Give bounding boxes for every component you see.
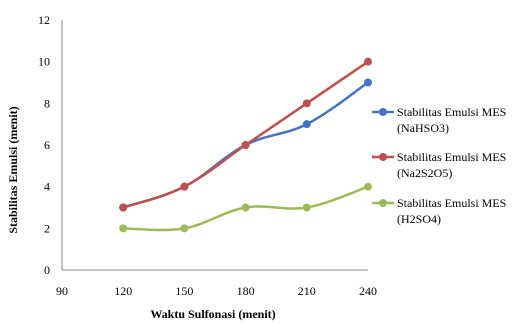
x-tick-label: 240 (359, 284, 377, 298)
data-point (180, 182, 189, 191)
chart-axes (61, 20, 368, 271)
y-tick-label: 2 (44, 221, 50, 235)
legend-label: Stabilitas Emulsi MES (397, 150, 506, 164)
chart-series (119, 57, 372, 233)
chart-legend: Stabilitas Emulsi MES(NaHSO3)Stabilitas … (372, 105, 506, 226)
data-point (364, 78, 372, 87)
data-point (241, 203, 250, 212)
y-tick-label: 4 (44, 180, 50, 194)
legend-marker (379, 153, 387, 161)
x-tick-label: 150 (175, 284, 193, 298)
data-point (302, 99, 311, 108)
legend-label: (H2SO4) (397, 212, 441, 226)
legend-entry: Stabilitas Emulsi MES (H2SO4) (372, 196, 506, 226)
x-tick-label: 120 (114, 284, 132, 298)
y-tick-label: 0 (44, 263, 50, 277)
legend-marker (379, 108, 387, 116)
y-tick-label: 10 (38, 55, 50, 69)
data-point (180, 224, 189, 233)
x-tick-labels: 90 120 150 180 210 240 (56, 284, 377, 298)
data-point (119, 224, 128, 233)
x-tick-label: 90 (56, 284, 68, 298)
legend-label: (Na2S2O5) (397, 166, 452, 180)
y-tick-label: 12 (38, 13, 50, 27)
series-line (122, 60, 369, 209)
legend-marker (379, 199, 387, 207)
x-tick-label: 210 (298, 284, 316, 298)
data-point (302, 120, 311, 129)
legend-entry: Stabilitas Emulsi MES (Na2S2O5) (372, 150, 506, 180)
x-tick-label: 180 (237, 284, 255, 298)
series-2 (119, 57, 372, 212)
y-tick-label: 6 (44, 138, 50, 152)
series-3 (119, 182, 372, 233)
legend-label: Stabilitas Emulsi MES (397, 105, 506, 119)
data-point (364, 57, 372, 66)
x-axis-title: Waktu Sulfonasi (menit) (150, 307, 275, 321)
y-tick-label: 8 (44, 96, 50, 110)
legend-label: (NaHSO3) (397, 121, 449, 135)
data-point (364, 182, 372, 191)
data-point (302, 203, 311, 212)
data-point (119, 203, 128, 212)
legend-label: Stabilitas Emulsi MES (397, 196, 506, 210)
data-point (241, 141, 250, 149)
y-axis-title: Stabilitas Emulsi (menit) (6, 106, 20, 233)
y-tick-labels: 0 2 4 6 8 10 12 (38, 13, 50, 277)
legend-entry: Stabilitas Emulsi MES (NaHSO3) (372, 105, 506, 135)
